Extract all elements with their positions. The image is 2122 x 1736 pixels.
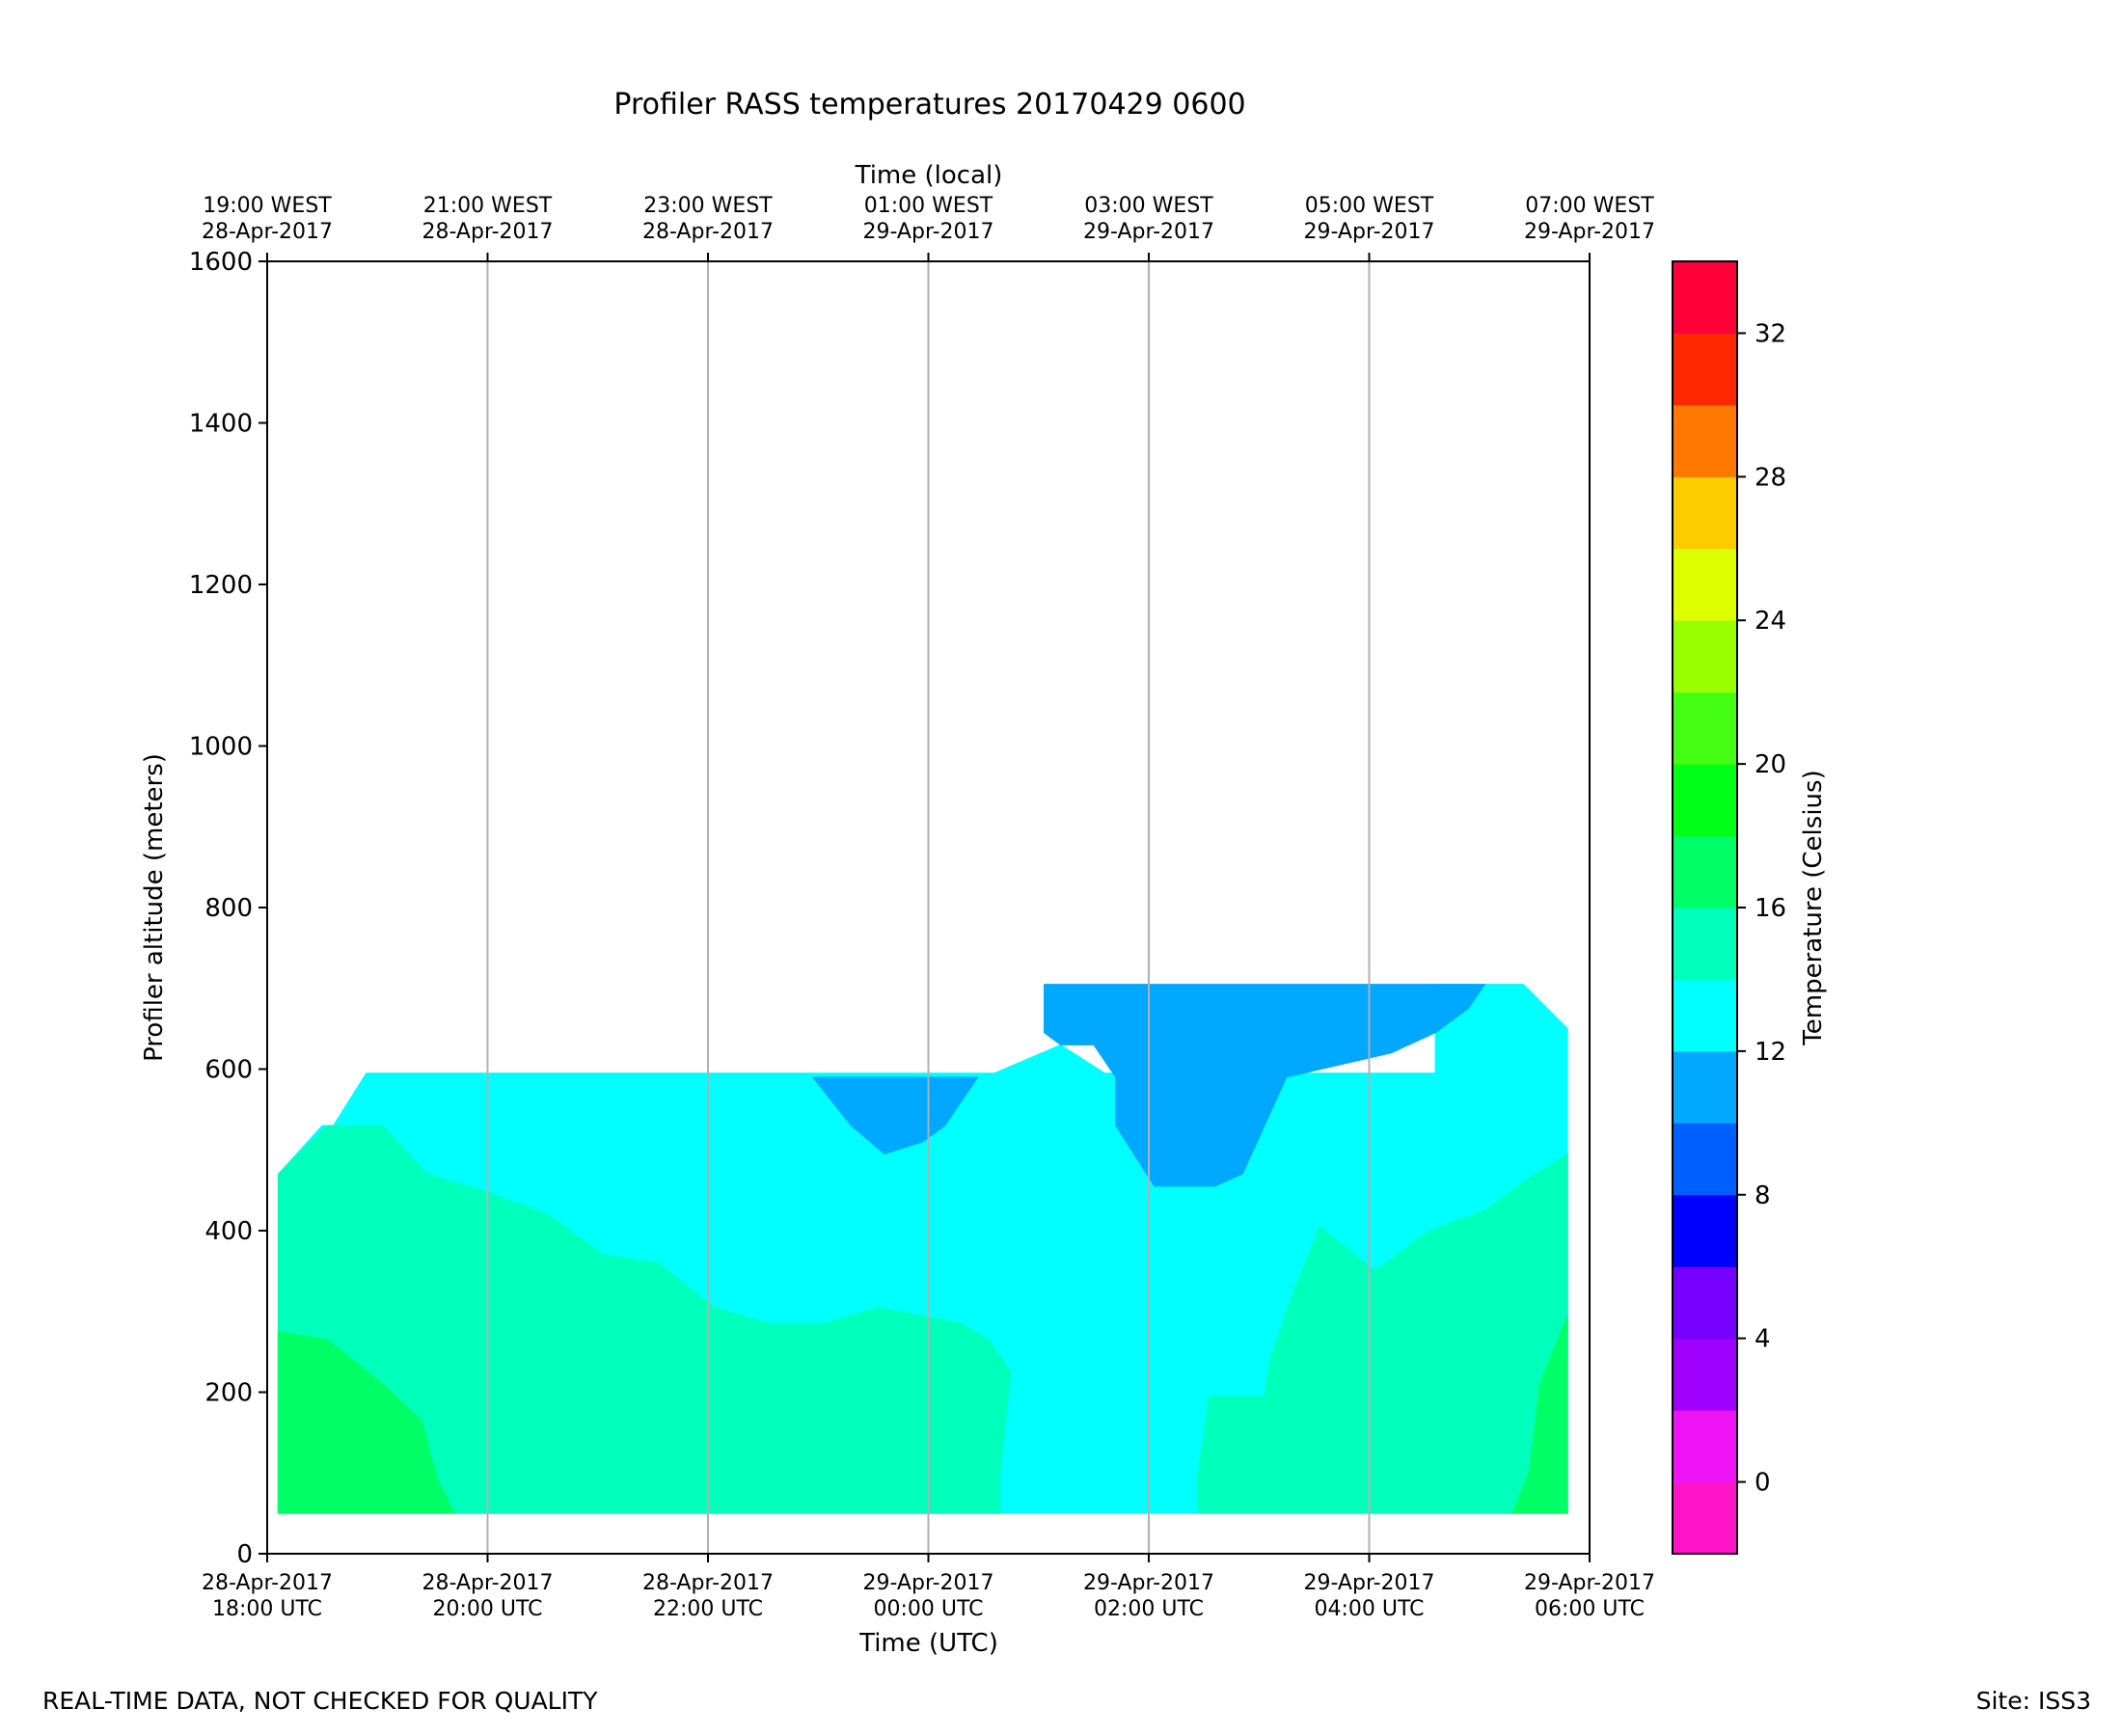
- colorbar-tick-label: 32: [1755, 319, 1786, 348]
- colorbar-tick-label: 28: [1755, 463, 1786, 492]
- colorbar-level: [1673, 1338, 1737, 1411]
- x-tick-label-time: 20:00 UTC: [432, 1597, 542, 1621]
- top-tick-label-time: 19:00 WEST: [203, 194, 332, 218]
- top-tick-label-time: 05:00 WEST: [1305, 194, 1434, 218]
- top-tick-label-date: 29-Apr-2017: [862, 220, 993, 244]
- colorbar-level: [1673, 908, 1737, 980]
- colorbar-tick-label: 12: [1755, 1038, 1786, 1067]
- colorbar-level: [1673, 979, 1737, 1052]
- region-14-16C-left: [277, 1125, 1012, 1514]
- colorbar-level: [1673, 692, 1737, 765]
- y-tick-label: 400: [204, 1217, 253, 1246]
- plot-regions: [277, 984, 1568, 1514]
- colorbar-tick-label: 4: [1755, 1325, 1771, 1354]
- colorbar-level: [1673, 835, 1737, 909]
- plot-grid: [486, 261, 1371, 1554]
- y-tick-label: 200: [204, 1379, 253, 1408]
- region-16-18C-left: [277, 1331, 456, 1514]
- colorbar-tick-label: 8: [1755, 1181, 1771, 1210]
- quality-disclaimer: REAL-TIME DATA, NOT CHECKED FOR QUALITY: [42, 1687, 598, 1715]
- colorbar-tick-label: 16: [1755, 894, 1786, 923]
- x-tick-label-time: 04:00 UTC: [1314, 1597, 1424, 1621]
- colorbar-tick-label: 20: [1755, 750, 1786, 779]
- colorbar-level: [1673, 620, 1737, 693]
- top-tick-label-date: 28-Apr-2017: [642, 220, 774, 244]
- colorbar-level: [1673, 1266, 1737, 1340]
- top-tick-label-time: 03:00 WEST: [1084, 194, 1213, 218]
- x-tick-label-date: 28-Apr-2017: [642, 1571, 774, 1595]
- y-tick-label: 800: [204, 894, 253, 923]
- region-10-12C-upper: [1044, 984, 1486, 1187]
- y-tick-label: 1400: [189, 410, 253, 439]
- colorbar-level: [1673, 1123, 1737, 1196]
- x-tick-label-time: 22:00 UTC: [653, 1597, 763, 1621]
- top-tick-label-date: 29-Apr-2017: [1083, 220, 1214, 244]
- x-tick-label-date: 29-Apr-2017: [1524, 1571, 1655, 1595]
- top-tick-label-time: 23:00 WEST: [643, 194, 773, 218]
- colorbar-level: [1673, 1481, 1737, 1555]
- region-16-18C-right: [1511, 1315, 1568, 1514]
- colorbar-level: [1673, 404, 1737, 477]
- y-tick-label: 0: [236, 1540, 253, 1569]
- colorbar-level: [1673, 476, 1737, 550]
- top-tick-label-date: 28-Apr-2017: [202, 220, 333, 244]
- colorbar: [1673, 261, 1737, 1555]
- x-tick-label-time: 00:00 UTC: [873, 1597, 983, 1621]
- top-tick-label-time: 01:00 WEST: [864, 194, 993, 218]
- y-axis-label: Profiler altitude (meters): [140, 753, 169, 1062]
- x-tick-label-time: 18:00 UTC: [212, 1597, 322, 1621]
- top-axis-label: Time (local): [855, 161, 1003, 190]
- x-tick-label-date: 29-Apr-2017: [1303, 1571, 1434, 1595]
- y-tick-label: 600: [204, 1056, 253, 1085]
- colorbar-tick-label: 24: [1755, 607, 1786, 636]
- x-tick-label-time: 06:00 UTC: [1535, 1597, 1645, 1621]
- colorbar-tick-label: 0: [1755, 1469, 1771, 1498]
- top-tick-label-date: 29-Apr-2017: [1303, 220, 1434, 244]
- x-tick-label-date: 29-Apr-2017: [1083, 1571, 1214, 1595]
- y-tick-label: 1600: [189, 248, 253, 277]
- site-label: Site: ISS3: [1975, 1687, 2091, 1715]
- colorbar-level: [1673, 1194, 1737, 1267]
- x-tick-label-date: 28-Apr-2017: [202, 1571, 333, 1595]
- top-tick-label-date: 28-Apr-2017: [422, 220, 553, 244]
- colorbar-level: [1673, 764, 1737, 837]
- x-tick-label-time: 02:00 UTC: [1094, 1597, 1204, 1621]
- y-tick-label: 1200: [189, 571, 253, 600]
- x-tick-label-date: 28-Apr-2017: [422, 1571, 553, 1595]
- x-axis-label: Time (UTC): [858, 1629, 998, 1658]
- colorbar-level: [1673, 261, 1737, 334]
- top-tick-label-time: 07:00 WEST: [1525, 194, 1654, 218]
- y-tick-label: 1000: [189, 733, 253, 762]
- y-axis: 0 200 400 600 800 1000 1200 1400 1600: [189, 248, 267, 1569]
- colorbar-level: [1673, 1050, 1737, 1124]
- top-tick-label-date: 29-Apr-2017: [1524, 220, 1655, 244]
- colorbar-label: Temperature (Celsius): [1799, 770, 1828, 1045]
- region-10-12C-lower: [811, 1076, 979, 1154]
- colorbar-level: [1673, 1410, 1737, 1483]
- region-14-16C-right: [1197, 1153, 1568, 1514]
- top-tick-label-time: 21:00 WEST: [423, 194, 553, 218]
- colorbar-level: [1673, 333, 1737, 406]
- chart-title: Profiler RASS temperatures 20170429 0600: [613, 88, 1245, 122]
- colorbar-level: [1673, 548, 1737, 621]
- colorbar-ticks: 0 4 8 12 16 20 24 28 32: [1737, 319, 1786, 1498]
- x-tick-label-date: 29-Apr-2017: [862, 1571, 993, 1595]
